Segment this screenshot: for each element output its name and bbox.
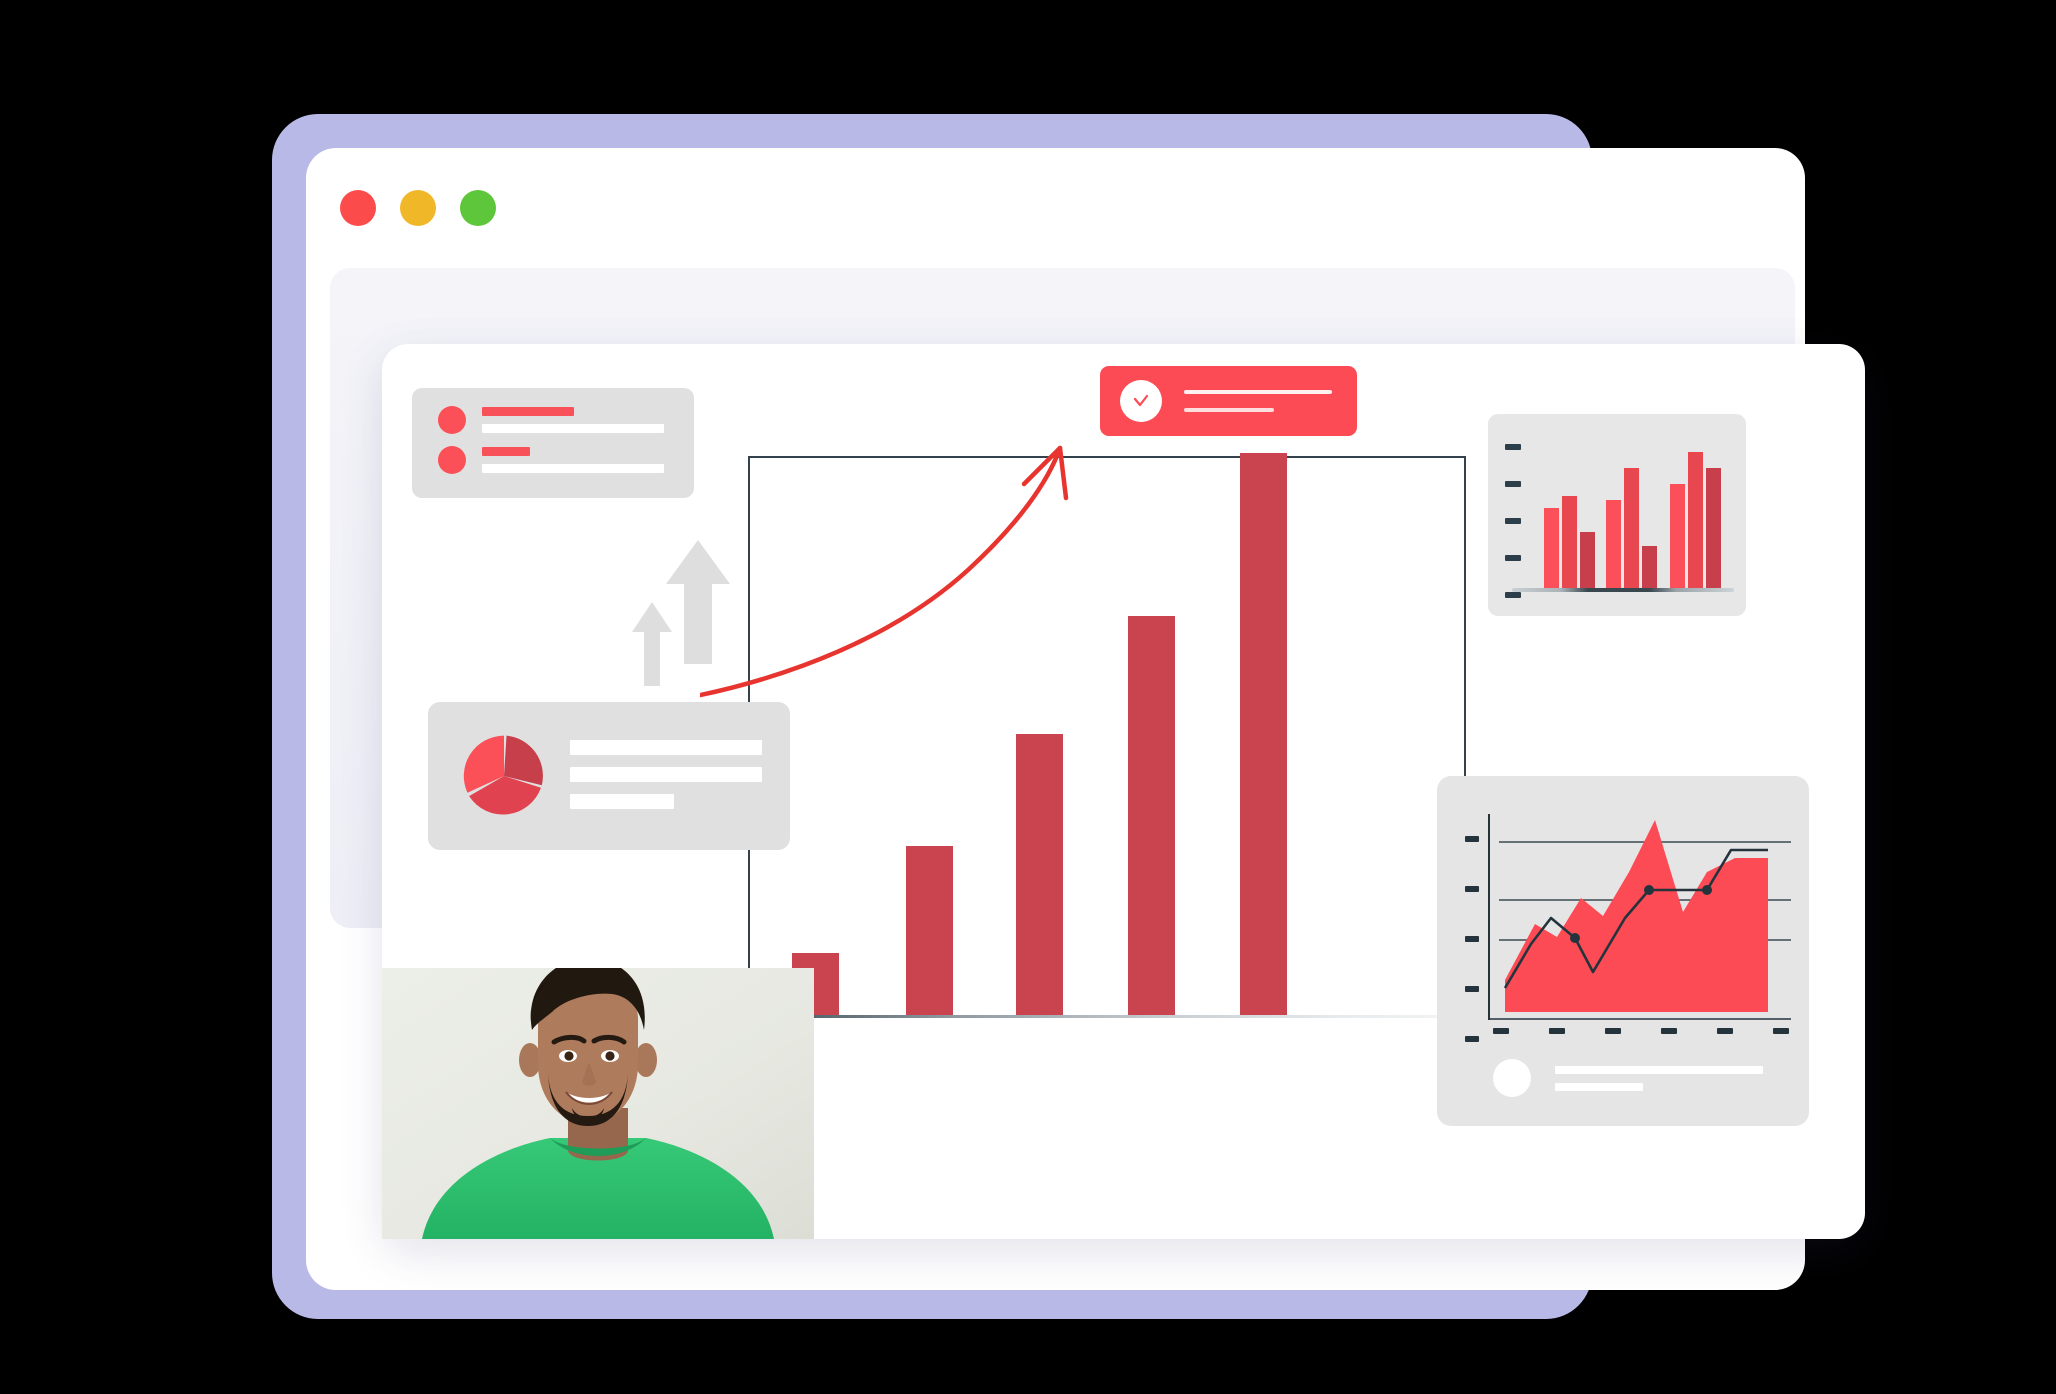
toast-subtitle-placeholder bbox=[1184, 408, 1274, 412]
y-tick bbox=[1505, 555, 1521, 561]
list-item-text bbox=[482, 407, 664, 433]
y-tick bbox=[1505, 592, 1521, 598]
line-series bbox=[1503, 848, 1768, 989]
bar-g2-c bbox=[1642, 546, 1657, 588]
bar-4 bbox=[1128, 616, 1175, 1015]
line-marker bbox=[1644, 885, 1654, 895]
area-chart-y-ticks bbox=[1465, 836, 1479, 1042]
y-tick bbox=[1465, 836, 1479, 842]
avatar bbox=[438, 446, 466, 474]
area-chart-plot bbox=[1488, 814, 1791, 1020]
bar-g1-a bbox=[1544, 508, 1559, 588]
bar-2 bbox=[906, 846, 953, 1015]
success-toast[interactable] bbox=[1100, 366, 1357, 436]
pie-summary-card[interactable] bbox=[428, 702, 790, 850]
bar-g3-a bbox=[1670, 484, 1685, 588]
y-tick bbox=[1465, 936, 1479, 942]
pie-line-3 bbox=[570, 794, 674, 809]
avatar bbox=[1493, 1059, 1531, 1097]
list-item-subtitle-placeholder bbox=[482, 424, 664, 433]
pie-slice-a bbox=[463, 735, 504, 793]
list-item-title-placeholder bbox=[482, 407, 574, 416]
bar-5 bbox=[1240, 453, 1287, 1015]
footer-line-1 bbox=[1555, 1065, 1763, 1074]
window-maximize-button[interactable] bbox=[460, 190, 496, 226]
pie-slice-b bbox=[504, 735, 543, 786]
footer-line-2 bbox=[1555, 1082, 1643, 1091]
x-tick bbox=[1549, 1028, 1565, 1034]
avatar bbox=[438, 406, 466, 434]
list-item-text bbox=[482, 447, 664, 473]
list-item-title-placeholder bbox=[482, 447, 530, 456]
grouped-bar-card-chart[interactable] bbox=[1488, 414, 1746, 616]
bar-3 bbox=[1016, 734, 1063, 1015]
y-tick bbox=[1465, 1036, 1479, 1042]
bar-g1-c bbox=[1580, 532, 1595, 588]
toast-title-placeholder bbox=[1184, 390, 1332, 394]
check-circle-icon bbox=[1120, 380, 1162, 422]
y-tick bbox=[1465, 886, 1479, 892]
bar-g2-a bbox=[1606, 500, 1621, 588]
area-chart-x-ticks bbox=[1493, 1028, 1789, 1034]
pie-line-1 bbox=[570, 740, 762, 755]
bar-chart-baseline bbox=[1512, 588, 1734, 592]
window-close-button[interactable] bbox=[340, 190, 376, 226]
x-tick bbox=[1717, 1028, 1733, 1034]
area-chart-card[interactable] bbox=[1437, 776, 1809, 1126]
y-tick bbox=[1465, 986, 1479, 992]
list-item[interactable] bbox=[438, 446, 664, 474]
notification-list-card[interactable] bbox=[412, 388, 694, 498]
area-card-footer bbox=[1493, 1059, 1763, 1097]
bar-g1-b bbox=[1562, 496, 1577, 588]
x-tick bbox=[1605, 1028, 1621, 1034]
main-growth-bar-chart bbox=[748, 453, 1476, 1018]
window-minimize-button[interactable] bbox=[400, 190, 436, 226]
chart-bars bbox=[748, 453, 1466, 1015]
y-tick bbox=[1505, 518, 1521, 524]
bar-chart-y-ticks bbox=[1505, 444, 1521, 598]
chart-baseline bbox=[748, 1015, 1476, 1018]
x-tick bbox=[1773, 1028, 1789, 1034]
growth-arrows bbox=[632, 540, 730, 686]
bar-g3-c bbox=[1706, 468, 1721, 588]
portrait-image bbox=[382, 968, 814, 1239]
list-item-subtitle-placeholder bbox=[482, 464, 664, 473]
large-up-arrow bbox=[666, 540, 730, 664]
pie-slice-c bbox=[469, 776, 541, 815]
pie-card-text bbox=[570, 740, 762, 809]
bar-g2-b bbox=[1624, 468, 1639, 588]
toast-text bbox=[1184, 390, 1332, 412]
line-marker bbox=[1702, 885, 1712, 895]
list-item[interactable] bbox=[438, 406, 664, 434]
bar-chart-plot bbox=[1530, 434, 1732, 588]
pie-line-2 bbox=[570, 767, 762, 782]
y-tick bbox=[1505, 444, 1521, 450]
small-up-arrow bbox=[632, 602, 672, 686]
y-tick bbox=[1505, 481, 1521, 487]
area-card-footer-text bbox=[1555, 1065, 1763, 1091]
pie-chart-icon bbox=[463, 735, 543, 815]
line-marker bbox=[1570, 933, 1580, 943]
x-tick bbox=[1493, 1028, 1509, 1034]
area-series bbox=[1505, 820, 1768, 1012]
x-tick bbox=[1661, 1028, 1677, 1034]
user-portrait bbox=[382, 968, 814, 1239]
bar-g3-b bbox=[1688, 452, 1703, 588]
